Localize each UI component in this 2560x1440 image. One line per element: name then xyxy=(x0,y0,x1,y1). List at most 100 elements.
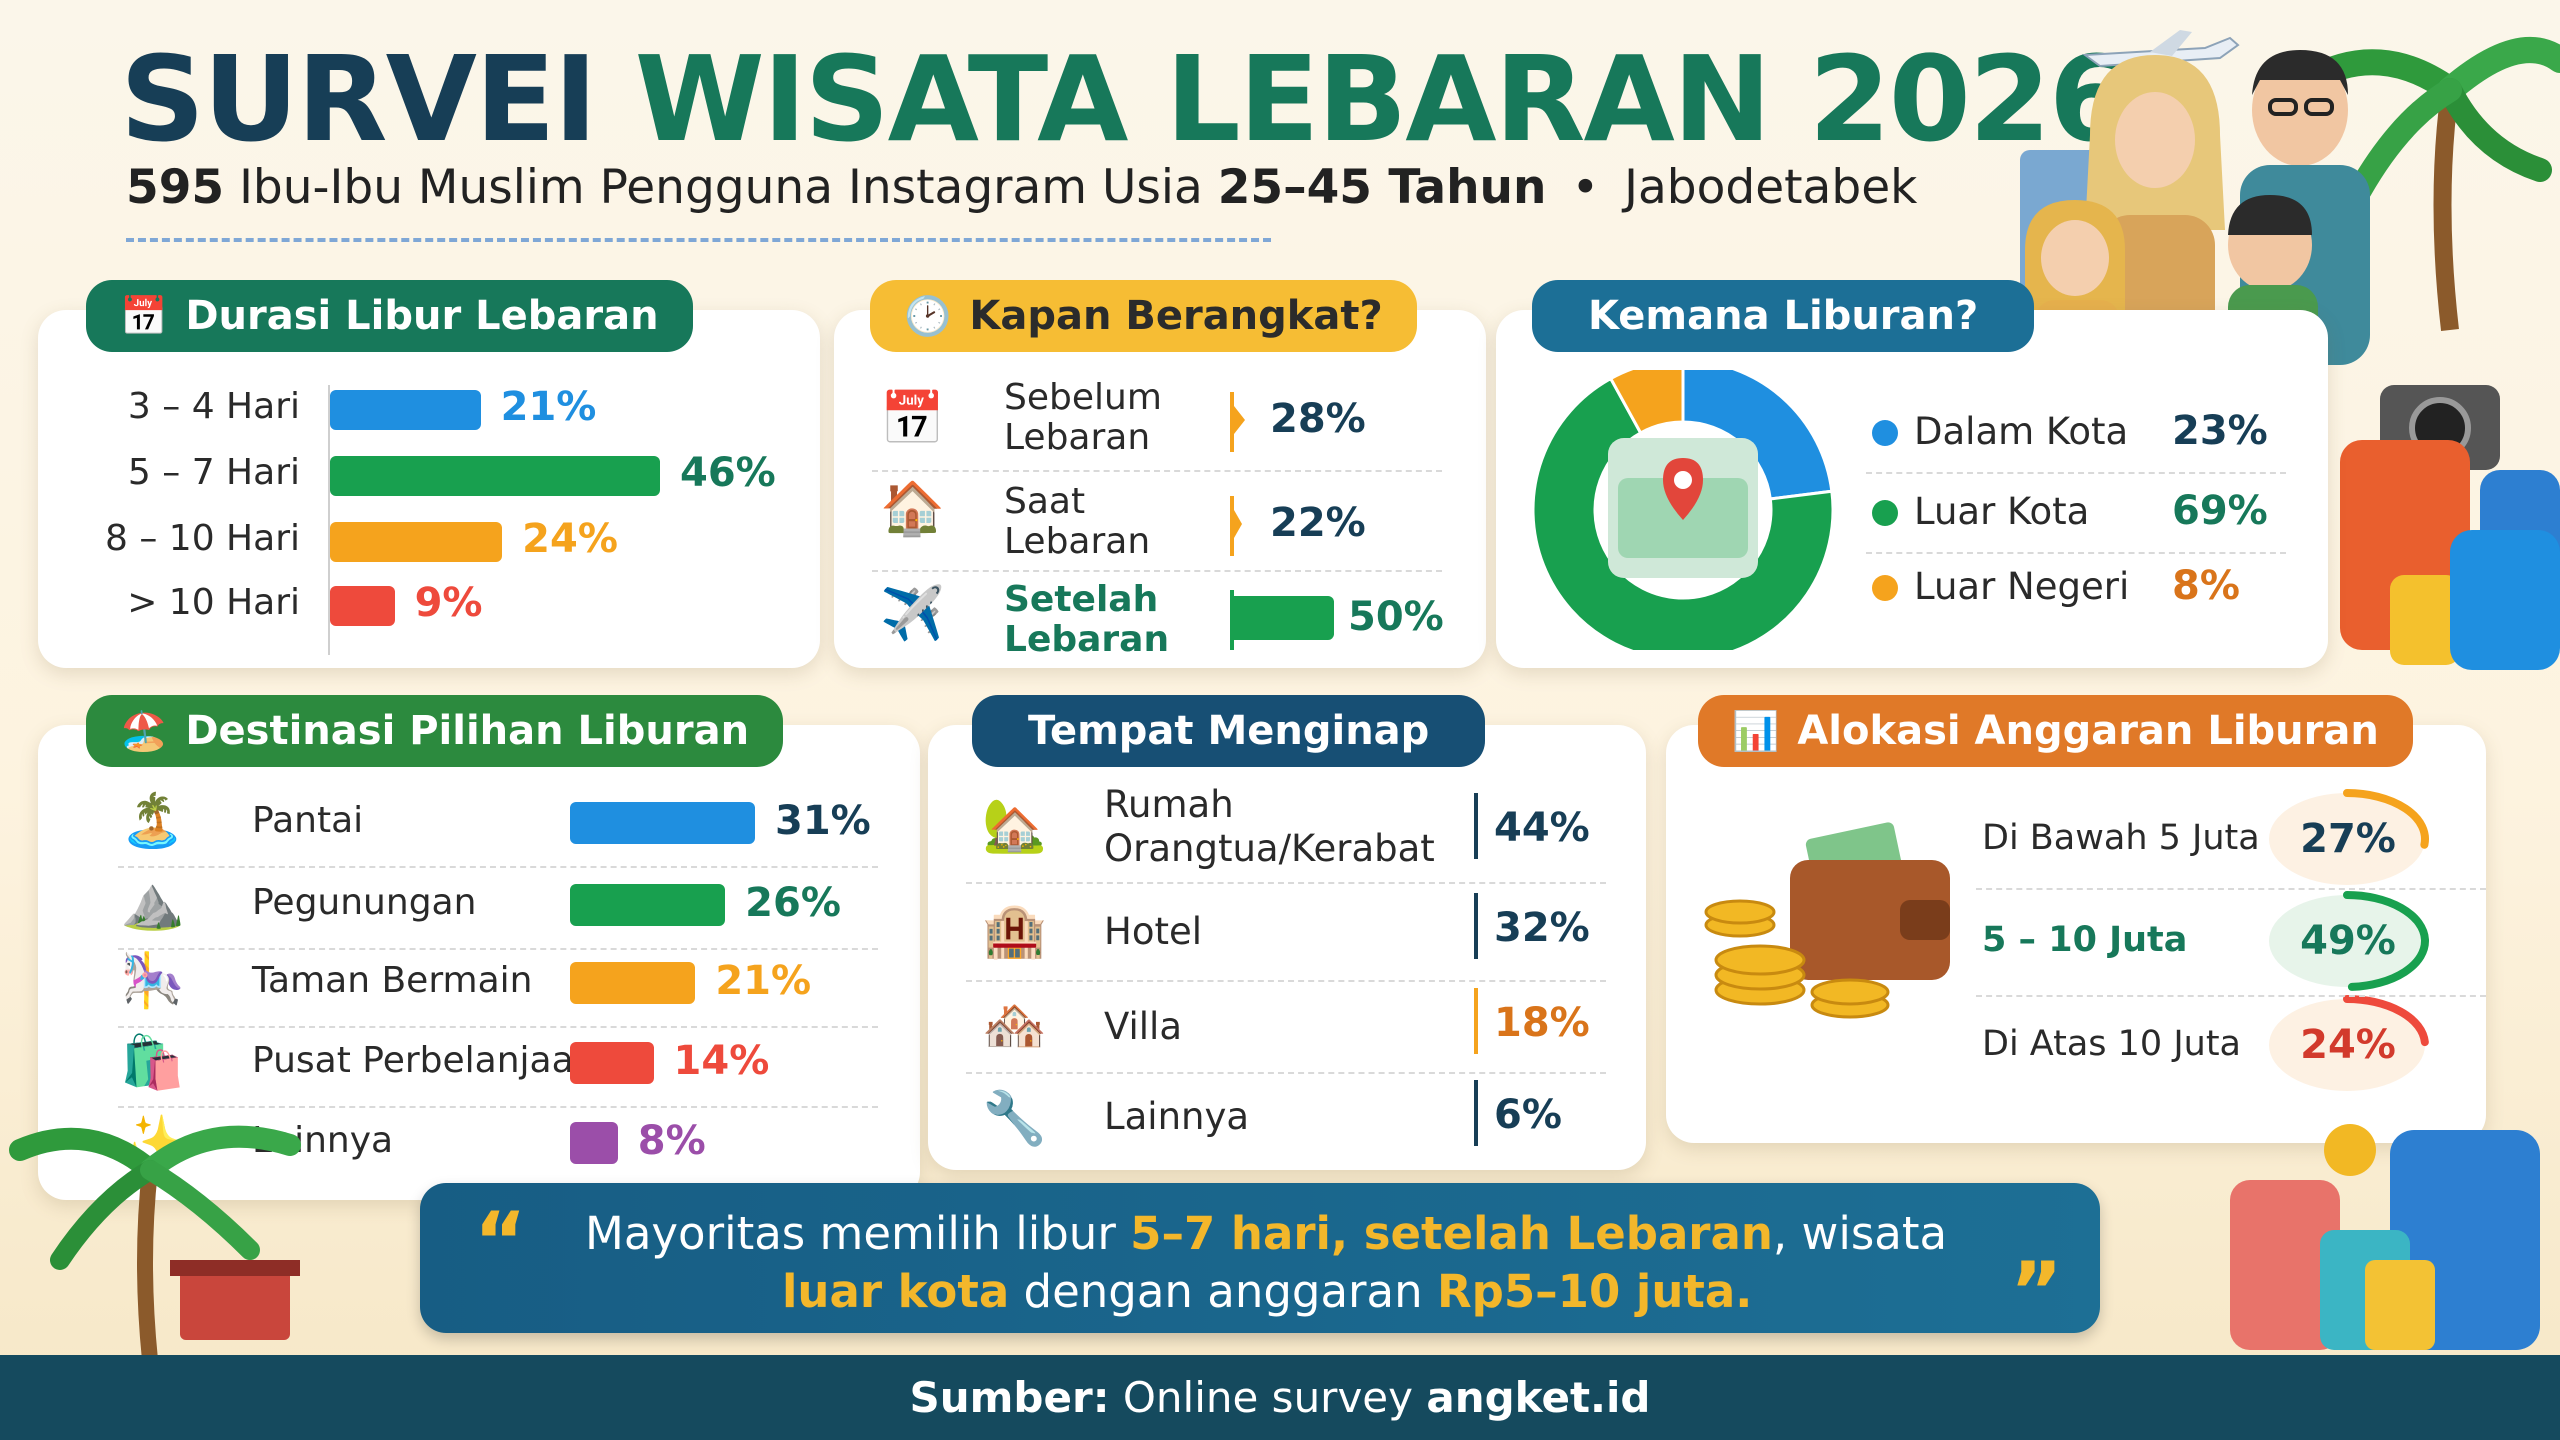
quote-text-2c: Rp5–10 juta. xyxy=(1436,1265,1753,1318)
destinasi-card xyxy=(38,725,920,1200)
menginap-value-label: 44% xyxy=(1494,805,1590,851)
kapan-label-2-line2: Lebaran xyxy=(1004,521,1151,562)
kapan-value-label: 50% xyxy=(1348,594,1444,640)
anggaran-value-label: 24% xyxy=(2300,1022,2396,1068)
menginap-value-marker xyxy=(1474,793,1478,859)
menginap-label-3: Villa xyxy=(1104,1005,1183,1048)
footer-label: Sumber: xyxy=(909,1373,1110,1422)
title-part-2: WISATA LEBARAN 2026 xyxy=(634,30,2131,168)
divider xyxy=(1866,552,2286,554)
kemana-donut-slice xyxy=(1608,370,1685,435)
quote-text-1b: 5–7 hari, setelah Lebaran xyxy=(1130,1207,1773,1260)
anggaran-ring-svg xyxy=(2269,995,2429,1091)
menginap-label-1-line2: Orangtua/Kerabat xyxy=(1104,827,1435,870)
divider xyxy=(966,980,1606,982)
house-icon: 🏠 xyxy=(880,479,945,539)
anggaran-ring-bg xyxy=(2269,793,2425,885)
kapan-header: 🕑 Kapan Berangkat? xyxy=(870,280,1417,352)
legend-label: Dalam Kota xyxy=(1914,410,2129,453)
destinasi-bar xyxy=(570,1042,654,1084)
anggaran-category-label: 5 – 10 Juta xyxy=(1982,920,2188,960)
menginap-value-marker xyxy=(1474,1080,1478,1146)
summary-quote-banner: “ Mayoritas memilih libur 5–7 hari, sete… xyxy=(420,1183,2100,1338)
kapan-label-1: Sebelum Lebaran xyxy=(1004,378,1162,458)
quote-open-icon: “ xyxy=(474,1195,527,1288)
luggage-icon xyxy=(2230,1124,2540,1350)
calendar-icon: 📅 xyxy=(880,389,945,449)
anggaran-ring-arc xyxy=(2343,891,2429,991)
menginap-value-label: 6% xyxy=(1494,1092,1562,1138)
destinasi-category-label: Taman Bermain xyxy=(252,960,533,1001)
shopping-bag-icon: 🛍️ xyxy=(120,1033,185,1093)
kemana-title: Kemana Liburan? xyxy=(1588,293,1979,339)
anggaran-value-label: 27% xyxy=(2300,816,2396,862)
divider xyxy=(118,1106,878,1108)
menginap-label-1-line1: Rumah xyxy=(1104,783,1234,826)
kapan-label-3: Setelah Lebaran xyxy=(1004,580,1169,660)
menginap-value-marker xyxy=(1474,893,1478,959)
house-icon: 🏡 xyxy=(982,796,1047,856)
menginap-value-label: 18% xyxy=(1494,1000,1590,1046)
durasi-category-label: > 10 Hari xyxy=(127,582,300,623)
quote-text-1a: Mayoritas memilih libur xyxy=(585,1207,1116,1260)
menginap-header: Tempat Menginap xyxy=(972,695,1486,767)
subtitle-bullet: • xyxy=(1571,160,1600,215)
menginap-card xyxy=(928,725,1646,1170)
kapan-value-label: 22% xyxy=(1270,500,1366,546)
mountain-icon: ⛰️ xyxy=(120,873,185,933)
footer-brand: angket.id xyxy=(1426,1373,1651,1422)
kapan-bar-axis xyxy=(1230,590,1234,650)
durasi-bar xyxy=(330,586,395,626)
quote-text-1c: , wisata xyxy=(1772,1207,1948,1260)
anggaran-ring xyxy=(2262,784,2432,894)
menginap-label-4: Lainnya xyxy=(1104,1095,1250,1138)
divider xyxy=(118,866,878,868)
legend-dot xyxy=(1872,420,1898,446)
kapan-bar-axis xyxy=(1230,496,1234,556)
beach-chair-icon: 🏖️ xyxy=(120,708,168,753)
anggaran-category-label: Di Atas 10 Juta xyxy=(1982,1024,2241,1064)
durasi-value-label: 21% xyxy=(500,384,597,430)
bar-chart-icon: 📊 xyxy=(1732,708,1780,753)
palm-tree-icon xyxy=(2297,37,2560,332)
kapan-bar-axis xyxy=(1230,392,1234,452)
kemana-header: Kemana Liburan? xyxy=(1532,280,2035,352)
kapan-label-3-line1: Setelah xyxy=(1004,579,1159,620)
palm-tree-icon xyxy=(9,1125,301,1360)
destinasi-value-label: 31% xyxy=(775,798,871,844)
region: Jabodetabek xyxy=(1624,160,1918,215)
anggaran-ring xyxy=(2262,990,2432,1100)
source-footer: Sumber: Online survey angket.id xyxy=(0,1355,2560,1440)
destinasi-bar xyxy=(570,1122,618,1164)
kapan-label-1-line1: Sebelum xyxy=(1004,377,1162,418)
kemana-donut-chart xyxy=(1531,370,1835,650)
kapan-label-2-line1: Saat xyxy=(1004,481,1086,522)
destinasi-value-label: 14% xyxy=(673,1038,770,1084)
quote-line-1: Mayoritas memilih libur 5–7 hari, setela… xyxy=(585,1207,1947,1260)
durasi-bar xyxy=(330,390,481,430)
legend-label: Luar Negeri xyxy=(1914,565,2130,608)
playground-icon: 🎠 xyxy=(120,951,185,1011)
anggaran-value-label: 49% xyxy=(2300,918,2396,964)
age-range: 25–45 Tahun xyxy=(1217,160,1547,215)
divider xyxy=(1866,472,2286,474)
calendar-icon: 📅 xyxy=(120,293,168,338)
durasi-value-label: 24% xyxy=(522,516,618,562)
divider xyxy=(966,1072,1606,1074)
kapan-value-label: 28% xyxy=(1270,396,1366,442)
clock-icon: 🕑 xyxy=(904,293,952,338)
subtitle: 595 Ibu-Ibu Muslim Pengguna Instagram Us… xyxy=(126,160,1917,215)
anggaran-ring-arc xyxy=(2343,789,2429,849)
durasi-axis xyxy=(328,385,330,655)
kapan-title: Kapan Berangkat? xyxy=(969,293,1383,339)
divider xyxy=(872,570,1442,572)
wallet-coins-illustration xyxy=(1704,822,1950,1019)
legend-value: 69% xyxy=(2172,488,2268,534)
kemana-donut-slice xyxy=(1531,376,1835,650)
menginap-title: Tempat Menginap xyxy=(1028,708,1430,754)
legend-value: 23% xyxy=(2172,408,2268,454)
quote-text-2b: dengan anggaran xyxy=(1023,1265,1423,1318)
destinasi-bar xyxy=(570,884,726,926)
divider xyxy=(1976,888,2486,890)
destinasi-header: 🏖️ Destinasi Pilihan Liburan xyxy=(86,695,784,767)
